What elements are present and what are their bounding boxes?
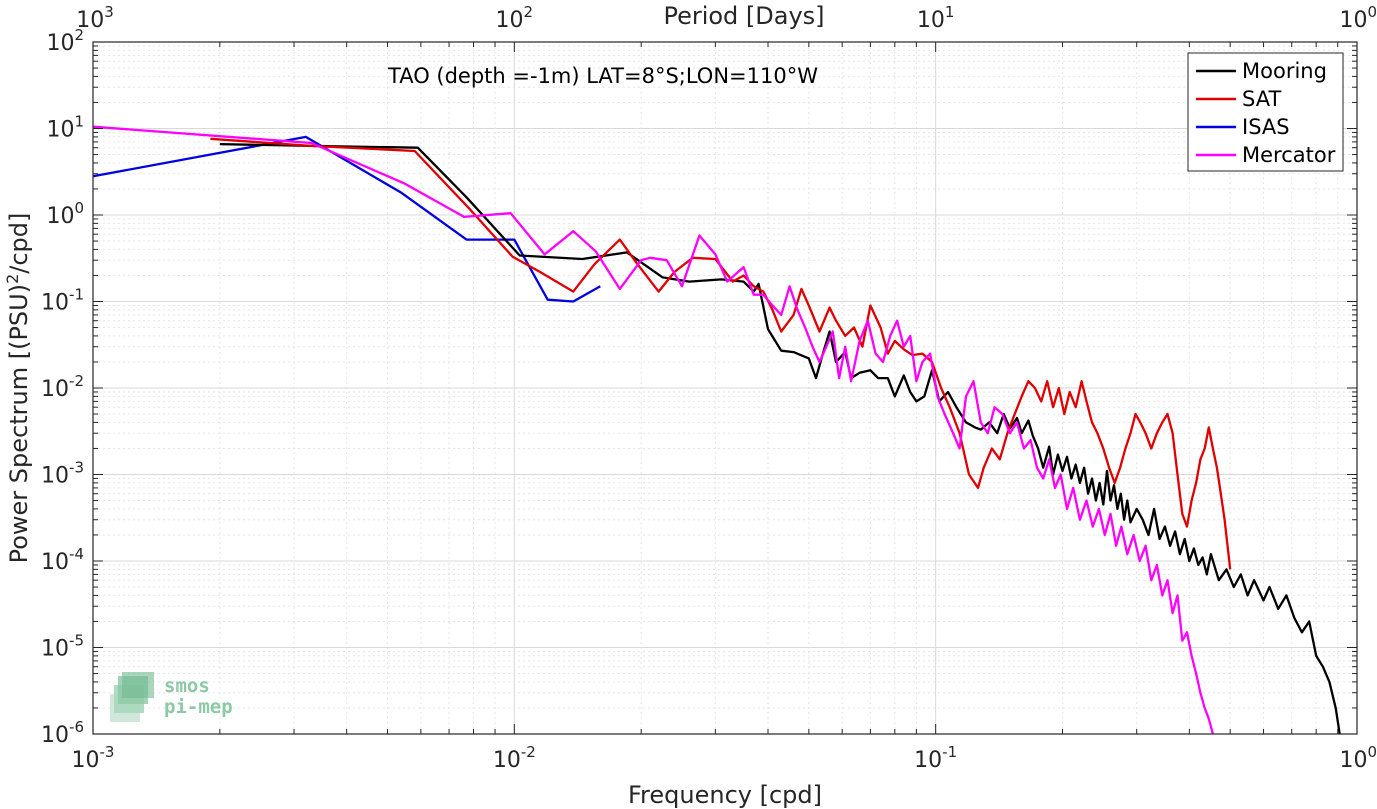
x-tick-label-exp: -2 xyxy=(521,743,536,761)
legend-label-mooring: Mooring xyxy=(1242,59,1327,83)
series-line-mercator xyxy=(92,125,1215,735)
top-tick-label-exp: 0 xyxy=(1367,3,1377,21)
legend-label-sat: SAT xyxy=(1242,87,1281,111)
top-tick-label-exp: 2 xyxy=(524,3,534,21)
top-tick-labels: 103 102 101 100 xyxy=(76,3,1377,33)
top-tick-label: 100 xyxy=(1339,3,1377,33)
watermark-line-2: pi-mep xyxy=(164,696,233,718)
top-tick-label-exp: 3 xyxy=(104,3,114,21)
y-axis-title-base: Power Spectrum [(PSU) xyxy=(5,284,33,563)
y-axis-title-tail: /cpd] xyxy=(5,213,33,274)
y-tick-label: 10-5 xyxy=(41,632,84,662)
top-tick-label-base: 10 xyxy=(1339,8,1367,33)
axis-ticks xyxy=(92,41,1358,735)
y-tick-label: 102 xyxy=(46,26,84,56)
y-tick-label-base: 10 xyxy=(41,723,69,748)
y-tick-label: 10-1 xyxy=(41,286,84,316)
legend-items: Mooring SAT ISAS Mercator xyxy=(1196,59,1336,167)
y-tick-label: 10-4 xyxy=(41,545,84,575)
x-tick-label: 10-1 xyxy=(914,743,957,773)
legend: Mooring SAT ISAS Mercator xyxy=(1187,52,1344,172)
series-layer xyxy=(92,125,1341,735)
y-axis-title-sup: 2 xyxy=(3,274,22,284)
x-tick-labels: 10-3 10-2 10-1 100 xyxy=(72,743,1377,773)
x-tick-label-exp: -1 xyxy=(942,743,957,761)
x-tick-label-exp: -3 xyxy=(100,743,115,761)
y-tick-label: 100 xyxy=(46,199,84,229)
y-tick-label-exp: -5 xyxy=(69,632,84,650)
y-tick-label-exp: 1 xyxy=(74,113,84,131)
series-line-mooring xyxy=(219,142,1341,735)
y-tick-label-exp: 2 xyxy=(74,26,84,44)
x-tick-label-base: 10 xyxy=(72,748,100,773)
x-tick-label-base: 10 xyxy=(914,748,942,773)
x-tick-label: 10-3 xyxy=(72,743,115,773)
x-tick-label-exp: 0 xyxy=(1367,743,1377,761)
y-tick-label-exp: 0 xyxy=(74,199,84,217)
smos-pimep-watermark: smos pi-mep xyxy=(110,672,233,722)
y-tick-label-exp: -3 xyxy=(69,459,84,477)
top-tick-label: 102 xyxy=(496,3,534,33)
x-tick-label-base: 10 xyxy=(1339,748,1367,773)
y-tick-label-exp: -2 xyxy=(69,372,84,390)
y-tick-label: 10-3 xyxy=(41,459,84,489)
y-axis-title: Power Spectrum [(PSU)2/cpd] xyxy=(3,213,33,564)
top-tick-label: 103 xyxy=(76,3,114,33)
top-axis-title: Period [Days] xyxy=(663,2,824,30)
top-tick-label-base: 10 xyxy=(917,8,945,33)
plot-title: TAO (depth =-1m) LAT=8°S;LON=110°W xyxy=(387,64,818,88)
y-tick-label-base: 10 xyxy=(41,377,69,402)
top-tick-label-base: 10 xyxy=(76,8,104,33)
top-tick-label: 101 xyxy=(917,3,955,33)
legend-label-mercator: Mercator xyxy=(1242,143,1336,167)
y-tick-label-exp: -4 xyxy=(69,545,84,563)
y-tick-label-base: 10 xyxy=(41,550,69,575)
legend-box xyxy=(1187,52,1344,172)
x-tick-label-base: 10 xyxy=(493,748,521,773)
legend-label-isas: ISAS xyxy=(1242,115,1290,139)
grid xyxy=(92,42,1357,735)
y-tick-label-base: 10 xyxy=(46,204,74,229)
y-tick-label: 10-2 xyxy=(41,372,84,402)
y-tick-label-base: 10 xyxy=(41,291,69,316)
x-axis-title: Frequency [cpd] xyxy=(628,781,822,809)
y-tick-label: 10-6 xyxy=(41,718,84,748)
watermark-logo-icon xyxy=(110,672,154,722)
y-tick-label-exp: -1 xyxy=(69,286,84,304)
y-tick-label-base: 10 xyxy=(41,637,69,662)
y-tick-label-base: 10 xyxy=(41,464,69,489)
x-tick-label: 10-2 xyxy=(493,743,536,773)
top-tick-label-base: 10 xyxy=(496,8,524,33)
y-tick-label-exp: -6 xyxy=(69,718,84,736)
y-tick-label-base: 10 xyxy=(46,118,74,143)
series-line-sat xyxy=(210,137,1232,570)
x-tick-label: 100 xyxy=(1339,743,1377,773)
top-tick-label-exp: 1 xyxy=(945,3,955,21)
y-tick-label-base: 10 xyxy=(46,31,74,56)
watermark-line-1: smos xyxy=(164,675,210,697)
y-tick-label: 101 xyxy=(46,113,84,143)
